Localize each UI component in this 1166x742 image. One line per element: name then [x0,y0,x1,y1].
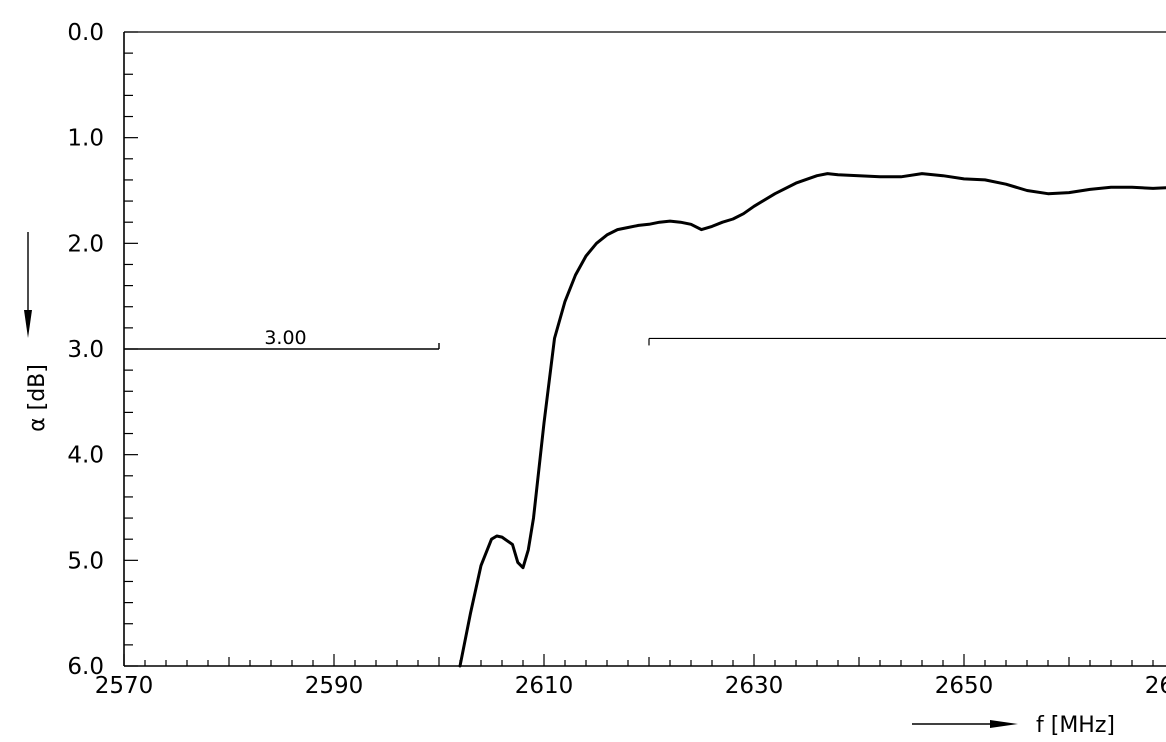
y-ticks [124,31,138,667]
x-ticks [123,654,1154,666]
y-tick-label: 1.0 [67,126,104,152]
y-tick-labels: 0.0 1.0 2.0 3.0 4.0 5.0 6.0 [67,20,104,680]
y-axis-title: α [dB] [25,364,50,432]
y-tick-label: 0.0 [67,20,104,46]
x-axis-title: f [MHz] [1036,713,1115,738]
passband-marker [648,337,1166,346]
x-tick-label: 2570 [95,673,154,699]
x-tick-labels: 257025902610263026502670269027102730 [95,673,1166,699]
x-tick-label: 2610 [515,673,574,699]
x-axis-arrow [912,720,1018,728]
x-tick-label: 2590 [305,673,364,699]
threshold-value-label: 3.00 [264,327,306,349]
y-tick-label: 4.0 [67,443,104,469]
y-tick-label: 2.0 [67,231,104,257]
y-tick-label: 5.0 [67,548,104,574]
series-line [458,172,1166,668]
y-axis-arrow [24,232,32,338]
x-tick-label: 2670 [1145,673,1166,699]
y-tick-label: 6.0 [67,654,104,680]
x-tick-label: 2650 [935,673,994,699]
y-tick-label: 3.0 [67,337,104,363]
x-tick-label: 2630 [725,673,784,699]
